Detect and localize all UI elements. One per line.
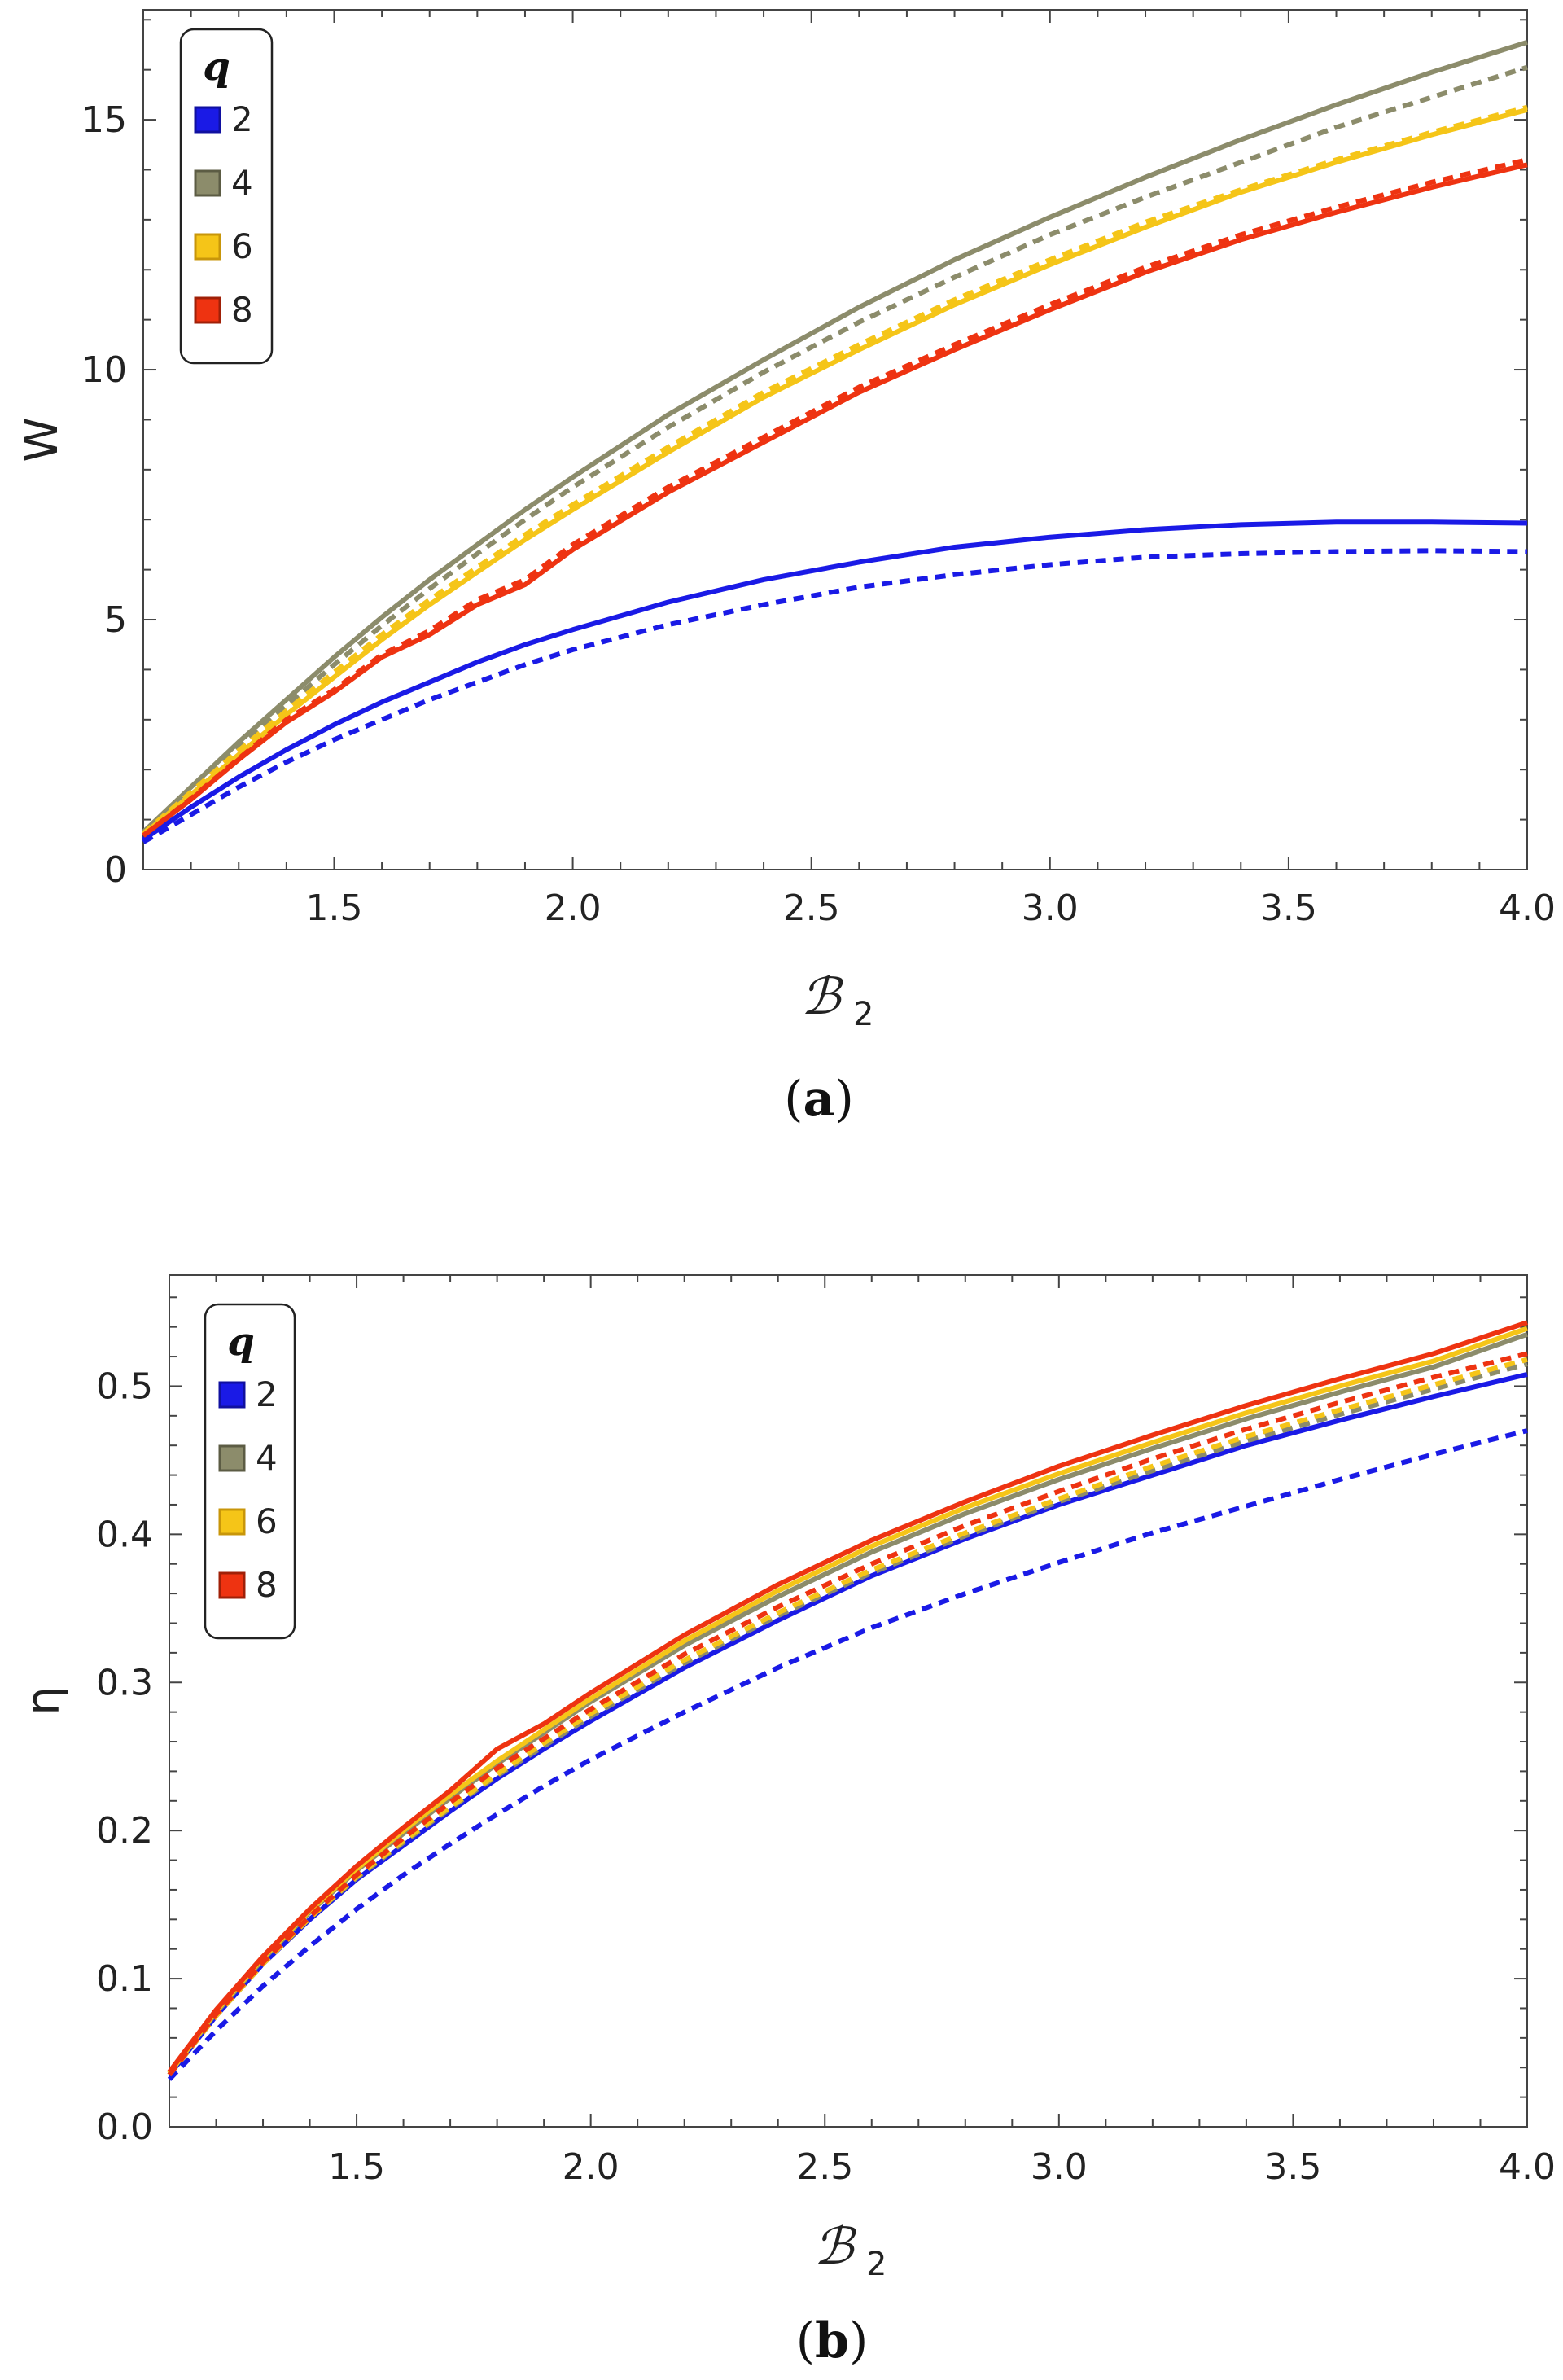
x-tick-label: 3.5 — [1264, 2146, 1321, 2188]
x-tick-label: 4.0 — [1499, 888, 1556, 929]
legend-label-q4: 4 — [231, 163, 253, 203]
legend-title: q — [227, 1319, 255, 1365]
legend-swatch-q6 — [194, 233, 221, 261]
legend-swatch-q8 — [194, 296, 221, 324]
legend: q2 4 6 8 — [179, 28, 274, 365]
y-tick-label: 0.5 — [96, 1365, 153, 1407]
legend-label-q6: 6 — [231, 226, 253, 266]
y-tick-label: 0.0 — [96, 2106, 153, 2148]
series-line-q2-solid — [142, 519, 1528, 842]
legend-label-q6: 6 — [256, 1501, 278, 1541]
legend-label-q2: 2 — [256, 1374, 278, 1414]
x-axis-title: ℬ — [814, 2216, 857, 2276]
x-tick-label: 2.5 — [783, 888, 840, 929]
x-tick-label: 3.0 — [1031, 2146, 1088, 2188]
legend-swatch-q2 — [218, 1381, 246, 1409]
series-line-q8-dashed — [167, 1351, 1528, 2077]
x-tick-label: 2.5 — [796, 2146, 853, 2188]
y-tick-label: 0.4 — [96, 1514, 153, 1555]
series-line-q2-dashed — [142, 548, 1528, 844]
y-tick-label: 0 — [104, 849, 127, 891]
series-line-q8-solid — [167, 1320, 1528, 2074]
y-axis-title: W — [15, 417, 68, 462]
y-tick-label: 0.1 — [96, 1958, 153, 2000]
y-tick-label: 5 — [104, 599, 127, 641]
series-line-q4-solid — [141, 40, 1528, 835]
y-tick-label: 15 — [81, 99, 127, 141]
x-tick-label: 1.5 — [305, 888, 362, 929]
legend-label-q8: 8 — [256, 1565, 278, 1605]
legend-swatch-q2 — [194, 106, 221, 134]
series-line-q6-dashed — [167, 1357, 1528, 2077]
x-axis-title: ℬ — [801, 966, 844, 1026]
legend-swatch-q8 — [218, 1571, 246, 1599]
series-line-q2-solid — [167, 1371, 1528, 2077]
legend-title: q — [203, 44, 230, 90]
series-line-q6-dashed — [142, 104, 1528, 836]
plot-frame — [142, 9, 1528, 870]
series-line-q4-dashed — [167, 1361, 1528, 2077]
x-tick-label: 2.0 — [545, 888, 602, 929]
legend-swatch-q4 — [218, 1444, 246, 1472]
x-tick-label: 4.0 — [1499, 2146, 1556, 2188]
x-tick-label: 3.0 — [1022, 888, 1079, 929]
legend-label-q8: 8 — [231, 290, 253, 330]
series-line-q8-solid — [142, 162, 1528, 838]
series-line-q4-dashed — [141, 64, 1528, 836]
chart-panel-b: 1.5 2.0 2.5 3.0 3.5 4.00.00.10.20.30.40.5ηℬ 2q… — [17, 1274, 1556, 2369]
y-tick-label: 0.2 — [96, 1810, 153, 1852]
panel-caption: (a) — [784, 1071, 854, 1128]
y-tick-label: 10 — [81, 349, 127, 391]
x-tick-label: 3.5 — [1260, 888, 1317, 929]
legend-label-q4: 4 — [256, 1438, 278, 1478]
legend-swatch-q4 — [194, 169, 221, 197]
series-line-q8-dashed — [142, 157, 1528, 838]
series-line-q6-solid — [142, 107, 1528, 837]
series-line-q4-solid — [167, 1331, 1528, 2075]
series-line-q2-dashed — [167, 1428, 1528, 2081]
panel-caption: (b) — [796, 2312, 869, 2369]
legend-swatch-q6 — [218, 1508, 246, 1536]
plot-frame — [169, 1274, 1528, 2128]
x-axis-title-subscript: 2 — [866, 2246, 887, 2283]
y-axis-title: η — [17, 1686, 70, 1716]
series-line-q6-solid — [167, 1326, 1528, 2075]
y-tick-label: 0.3 — [96, 1662, 153, 1703]
legend: q2 4 6 8 — [204, 1303, 296, 1640]
x-tick-label: 2.0 — [563, 2146, 620, 2188]
x-tick-label: 1.5 — [328, 2146, 385, 2188]
legend-label-q2: 2 — [231, 99, 253, 139]
x-axis-title-subscript: 2 — [853, 996, 873, 1033]
